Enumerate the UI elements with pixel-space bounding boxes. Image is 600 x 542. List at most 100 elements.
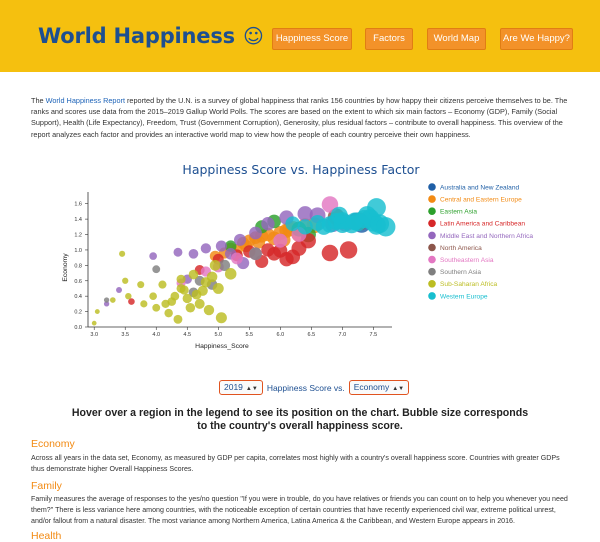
legend-label: Southeastern Asia — [440, 257, 494, 264]
y-tick-label: 0.2 — [74, 310, 82, 316]
data-point — [103, 301, 110, 307]
data-point — [122, 277, 129, 284]
legend-label: Western Europe — [440, 293, 488, 300]
data-point — [230, 252, 243, 265]
data-point — [367, 198, 386, 217]
legend-label: Latin America and Caribbean — [440, 221, 525, 228]
data-point — [285, 216, 301, 232]
data-point — [140, 300, 148, 308]
data-point — [119, 250, 126, 257]
data-point — [125, 292, 132, 300]
year-select-value: 2019 — [224, 382, 243, 392]
y-tick-label: 0.0 — [74, 325, 82, 331]
intro-paragraph: The World Happiness Report reported by t… — [31, 95, 571, 140]
data-point — [188, 248, 199, 259]
factor-select[interactable]: Economy ▲▼ — [348, 380, 410, 395]
y-tick-label: 0.4 — [74, 294, 82, 300]
chart-controls: 2019 ▲▼ Happiness Score vs. Economy ▲▼ — [219, 380, 410, 396]
nav-factors-button[interactable]: Factors — [365, 28, 413, 50]
legend-swatch — [428, 280, 436, 288]
y-tick-label: 1.2 — [74, 233, 82, 239]
scatter-chart: 0.0 0.2 0.4 0.6 0.8 1.0 1.2 1.4 1.6 3.0 3.5 4.0 4.5 5… — [62, 183, 533, 350]
data-point — [176, 274, 186, 284]
section-heading-economy: Economy — [31, 438, 75, 450]
data-point — [206, 271, 218, 283]
legend-label: Eastern Asia — [440, 209, 477, 216]
legend-label: Sub-Saharan Africa — [440, 281, 498, 288]
intro-prefix: The — [31, 96, 46, 105]
section-text-family: Family measures the average of responses… — [31, 495, 568, 526]
data-point — [91, 320, 97, 326]
year-select[interactable]: 2019 ▲▼ — [219, 380, 263, 395]
y-tick-label: 0.8 — [74, 263, 82, 269]
data-point — [339, 241, 358, 259]
smiley-icon: ☺ — [242, 24, 264, 48]
bubble-layer — [91, 196, 396, 326]
legend-label: Australia and New Zealand — [440, 184, 520, 191]
report-link[interactable]: World Happiness Report — [45, 96, 125, 105]
data-point — [188, 269, 199, 280]
data-point — [261, 217, 275, 231]
nav-world-map-button[interactable]: World Map — [427, 28, 486, 50]
data-point — [103, 297, 110, 303]
data-point — [321, 244, 339, 262]
data-point — [297, 206, 313, 222]
data-point — [176, 283, 186, 294]
y-axis-label: Economy — [62, 253, 69, 282]
chevron-down-icon: ▲▼ — [392, 386, 405, 392]
data-point — [249, 226, 262, 240]
y-axis-label: Happiness Score vs. — [266, 382, 345, 393]
data-point — [152, 265, 161, 274]
legend-swatch — [428, 219, 436, 228]
factor-select-value: Economy — [353, 382, 390, 392]
brand[interactable]: World Happiness ☺ — [38, 24, 264, 48]
legend-swatch — [428, 292, 436, 300]
y-tick-label: 0.6 — [74, 279, 82, 285]
data-point — [128, 298, 135, 305]
x-tick-label: 3.0 — [90, 332, 98, 338]
data-point — [215, 240, 227, 252]
brand-title: World Happiness — [38, 24, 235, 48]
x-tick-label: 5.5 — [245, 332, 253, 338]
section-heading-family: Family — [31, 480, 62, 492]
data-point — [209, 259, 221, 271]
x-tick-label: 6.0 — [276, 332, 284, 338]
x-tick-label: 7.5 — [370, 332, 378, 338]
nav-happiness-score-button[interactable]: Happiness Score — [272, 28, 352, 50]
legend-label: Southern Asia — [440, 269, 481, 276]
site-header: World Happiness ☺ Happiness Score Factors… — [0, 0, 600, 72]
data-point — [109, 297, 116, 303]
chevron-down-icon: ▲▼ — [245, 386, 258, 392]
x-axis-label: Happiness_Score — [195, 343, 249, 350]
nav-are-we-happy-button[interactable]: Are We Happy? — [500, 28, 573, 50]
data-point — [218, 259, 231, 271]
x-tick-label: 4.0 — [152, 332, 160, 338]
legend-swatch — [428, 231, 436, 240]
data-point — [200, 243, 212, 254]
legend-label: Central and Eastern Europe — [440, 197, 522, 204]
legend-swatch — [428, 183, 436, 191]
data-point — [152, 303, 161, 312]
legend-swatch — [428, 255, 436, 264]
x-tick-label: 4.5 — [183, 332, 191, 338]
chart-legend: Australia and New Zealand Central and Eas… — [428, 183, 533, 300]
data-point — [203, 304, 215, 316]
data-point — [197, 285, 208, 296]
x-tick-label: 5.0 — [214, 332, 222, 338]
legend-swatch — [428, 195, 436, 203]
data-point — [94, 309, 100, 315]
y-tick-label: 1.4 — [74, 217, 82, 223]
data-point — [182, 293, 192, 304]
section-heading-health: Health — [31, 530, 62, 542]
x-tick-label: 7.0 — [339, 332, 347, 338]
data-point — [149, 252, 157, 260]
data-point — [212, 283, 224, 294]
data-point — [285, 249, 301, 265]
data-point — [261, 243, 275, 257]
data-point — [297, 219, 313, 235]
legend-hint: Hover over a region in the legend to see… — [71, 407, 529, 432]
data-point — [249, 247, 262, 261]
data-point — [234, 233, 246, 246]
data-point — [158, 280, 167, 289]
legend-swatch — [428, 267, 436, 276]
